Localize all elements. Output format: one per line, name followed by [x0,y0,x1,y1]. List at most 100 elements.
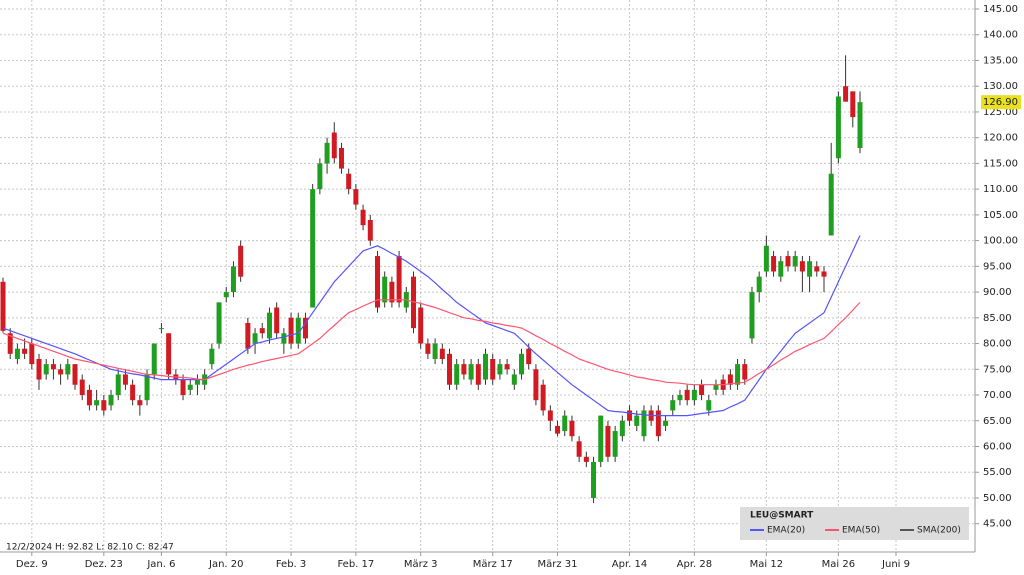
candle-body [663,420,669,426]
candle-body [252,333,258,344]
candle-body [288,317,294,344]
x-tick-label: Feb. 17 [337,559,374,570]
candle-body [490,358,496,380]
candle-body [763,245,769,272]
x-tick-label: Jan. 6 [146,559,175,570]
candle-body [58,369,64,375]
candle-body [209,348,215,365]
candle-body [799,261,805,272]
candle-body [115,374,121,396]
candle-body [302,317,308,339]
candle-body [122,374,128,385]
candle-body [194,379,200,385]
candle-body [238,245,244,277]
candle-body [569,420,575,437]
x-tick-label: März 17 [473,559,513,570]
legend-label: SMA(200) [917,526,961,536]
candle-body [447,353,453,385]
y-tick-label: 135.00 [983,55,1018,66]
y-tick-label: 130.00 [983,81,1018,92]
candle-body [814,266,820,272]
x-tick-label: Apr. 28 [677,559,712,570]
candle-body [338,147,344,169]
last-price-bg [981,95,1021,110]
legend-label: EMA(50) [842,526,880,536]
candle-body [583,456,589,462]
marks [0,55,863,504]
y-tick-label: 125.00 [983,107,1018,118]
candle-body [50,364,56,370]
candle-body [706,400,712,411]
labels: 45.00 50.00 55.00 60.00 65.00 70.00 75.00 80.00… [16,4,1021,570]
candle-body [259,328,265,334]
candle-body [619,420,625,437]
x-tick-label: März 31 [538,559,578,570]
candle-body [7,333,13,354]
y-tick-label: 70.00 [983,390,1012,401]
candle-body [511,374,517,385]
candle-body [634,415,640,426]
candle-body [130,384,136,401]
candle-body [346,173,352,190]
candle-body [641,410,647,437]
candle-body [627,410,633,421]
candle-body [425,343,431,354]
y-tick-label: 100.00 [983,236,1018,247]
candle-body [310,189,316,308]
y-tick-label: 50.00 [983,493,1012,504]
candle-body [835,96,841,159]
candle-body [742,364,748,380]
candle-body [727,374,733,385]
candle-body [432,343,438,359]
candle-body [591,461,597,498]
candle-body [331,132,337,159]
candle-body [367,220,373,241]
x-tick-label: Mai 12 [750,559,783,570]
candle-body [418,307,424,344]
y-tick-label: 110.00 [983,184,1018,195]
legend-box [740,507,969,540]
x-tick-label: Jan. 20 [208,559,244,570]
y-tick-label: 95.00 [983,261,1012,272]
y-tick-label: 85.00 [983,313,1012,324]
candle-body [86,389,92,406]
candle-body [108,395,114,406]
candle-body [374,256,380,308]
x-tick-label: Dez. 23 [85,559,123,570]
candle-body [821,271,827,277]
x-tick-label: März 3 [404,559,438,570]
candle-body [612,431,618,457]
candle-body [0,281,6,331]
x-tick-label: Mai 26 [822,559,855,570]
candle-body [756,276,762,293]
candle-body [389,281,395,303]
x-tick-label: Apr. 14 [612,559,647,570]
x-tick-label: Juni 9 [881,559,910,570]
candle-body [843,86,849,102]
candle-body [677,395,683,401]
y-tick-label: 45.00 [983,519,1012,530]
candle-body [158,328,164,330]
candle-body [94,400,100,406]
candle-body [605,425,611,457]
candle-body [533,369,539,401]
candle-body [483,353,489,380]
y-tick-label: 55.00 [983,467,1012,478]
candle-body [137,400,143,406]
candle-body [555,425,561,434]
candle-body [468,364,474,380]
candle-body [749,292,755,339]
candle-body [324,142,330,164]
candle-body [562,415,568,432]
candle-body [396,256,402,303]
candle-body [828,173,834,236]
candle-body [216,302,222,344]
candle-body [223,292,229,298]
symbol: LEU@SMART [750,511,814,521]
indicator-line [2,235,861,417]
candle-body [670,400,676,411]
candle-body [519,353,525,375]
candle-body [317,163,323,190]
candle-body [713,384,719,390]
